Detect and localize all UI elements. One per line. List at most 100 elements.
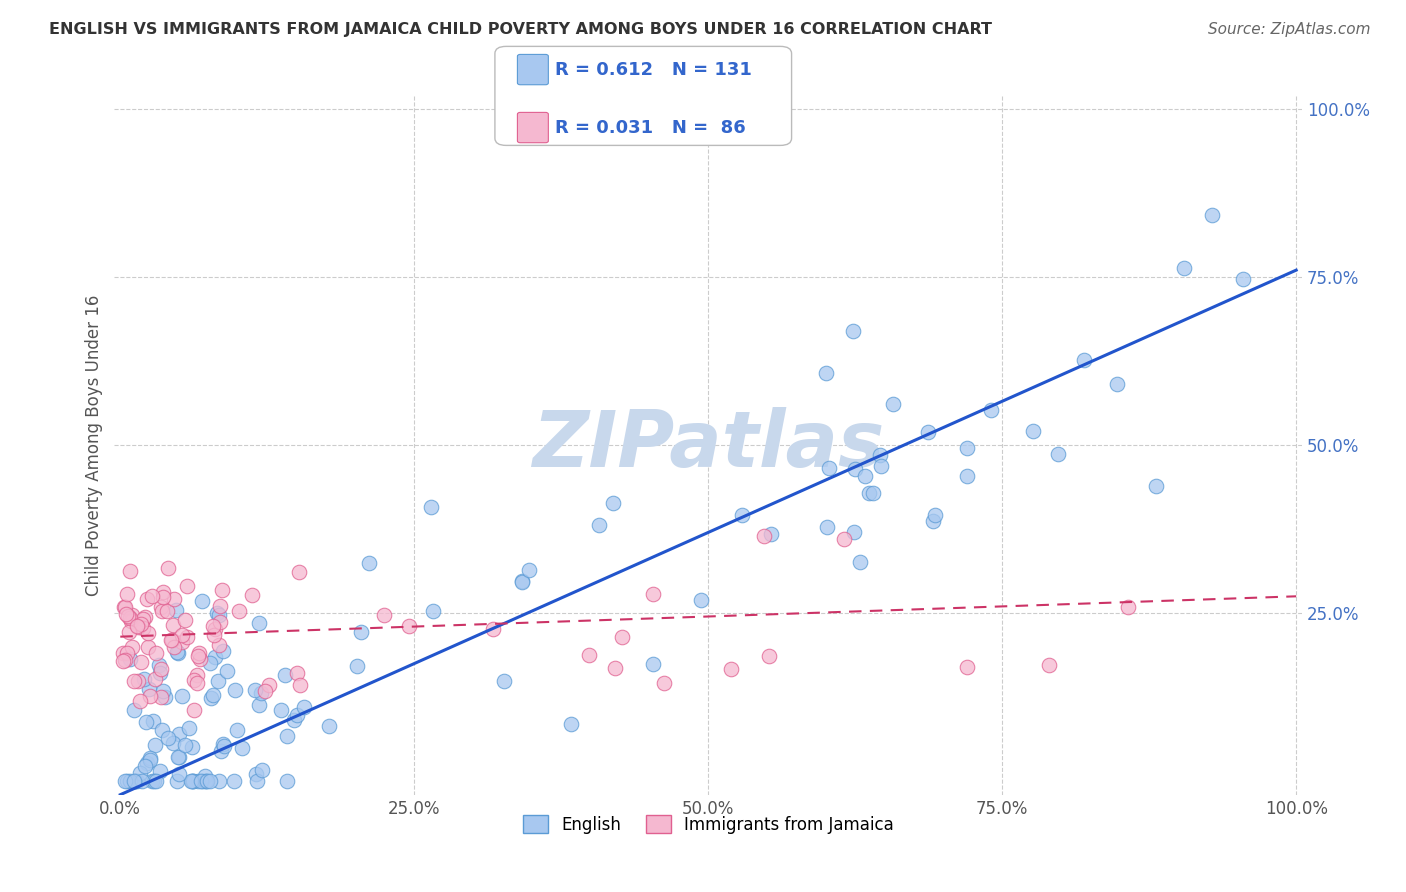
Point <box>125 774 148 789</box>
Point <box>754 529 776 543</box>
Point <box>512 574 534 588</box>
Point <box>139 690 162 704</box>
Point <box>247 698 270 713</box>
Point <box>136 591 159 606</box>
Point <box>270 703 292 717</box>
Point <box>208 608 231 623</box>
Point <box>612 630 634 644</box>
Point <box>145 774 167 789</box>
Point <box>121 640 143 655</box>
Point <box>849 555 872 569</box>
Point <box>111 646 134 660</box>
Point <box>136 625 159 640</box>
Point <box>143 738 166 752</box>
Point <box>186 668 208 682</box>
Point <box>118 774 141 789</box>
Point <box>276 729 298 743</box>
Point <box>1038 658 1060 673</box>
Point <box>129 616 152 631</box>
Point <box>690 593 713 607</box>
Point <box>842 524 865 539</box>
Point <box>643 657 665 672</box>
Point <box>844 462 866 476</box>
Point <box>128 765 150 780</box>
Point <box>842 324 865 338</box>
Point <box>138 682 160 697</box>
Point <box>124 774 146 789</box>
Point <box>641 587 664 601</box>
Point <box>1073 352 1095 367</box>
Point <box>276 774 298 789</box>
Point <box>204 622 226 636</box>
Point <box>152 585 174 599</box>
Point <box>209 744 232 758</box>
Point <box>122 703 145 717</box>
Point <box>956 441 979 455</box>
Point <box>578 648 600 662</box>
Point <box>481 622 503 636</box>
Point <box>155 604 177 618</box>
Point <box>250 763 273 777</box>
Point <box>155 690 177 705</box>
Point <box>145 647 167 661</box>
Point <box>731 508 754 522</box>
Text: R = 0.612   N = 131: R = 0.612 N = 131 <box>555 61 752 78</box>
Point <box>882 397 904 411</box>
Point <box>359 557 381 571</box>
Point <box>150 723 173 737</box>
Point <box>350 624 373 639</box>
Point <box>111 654 134 668</box>
Point <box>141 589 163 603</box>
Point <box>120 614 142 628</box>
Point <box>288 565 311 579</box>
Point <box>853 469 876 483</box>
Point <box>245 767 267 781</box>
Point <box>167 750 190 764</box>
Point <box>131 655 153 669</box>
Point <box>212 643 235 657</box>
Point <box>288 678 311 692</box>
Point <box>195 774 218 789</box>
Point <box>560 717 582 731</box>
Point <box>956 469 979 483</box>
Point <box>183 673 205 687</box>
Text: ENGLISH VS IMMIGRANTS FROM JAMAICA CHILD POVERTY AMONG BOYS UNDER 16 CORRELATION: ENGLISH VS IMMIGRANTS FROM JAMAICA CHILD… <box>49 22 993 37</box>
Point <box>183 774 205 789</box>
Point <box>212 737 235 751</box>
Point <box>117 608 139 623</box>
Point <box>139 753 162 767</box>
Point <box>245 774 267 789</box>
Point <box>167 727 190 741</box>
Point <box>1105 376 1128 391</box>
Point <box>759 527 782 541</box>
Point <box>249 686 271 700</box>
Point <box>162 618 184 632</box>
Point <box>602 496 624 510</box>
Point <box>862 485 884 500</box>
Point <box>156 731 179 746</box>
Point <box>285 666 308 681</box>
Point <box>208 774 231 789</box>
Point <box>149 764 172 779</box>
Point <box>152 684 174 698</box>
Point <box>1022 425 1045 439</box>
Point <box>112 599 135 614</box>
Point <box>167 750 190 764</box>
Point <box>165 603 187 617</box>
Point <box>1116 600 1139 615</box>
Point <box>188 646 211 660</box>
Point <box>156 561 179 575</box>
Point <box>117 646 139 660</box>
Point <box>176 579 198 593</box>
Point <box>208 615 231 629</box>
Point <box>194 769 217 783</box>
Point <box>124 774 146 789</box>
Point <box>120 564 142 578</box>
Point <box>181 739 204 754</box>
Point <box>818 461 841 475</box>
Point <box>318 719 340 733</box>
Point <box>1232 271 1254 285</box>
Point <box>163 640 186 654</box>
Point <box>240 588 263 602</box>
Point <box>162 592 184 607</box>
